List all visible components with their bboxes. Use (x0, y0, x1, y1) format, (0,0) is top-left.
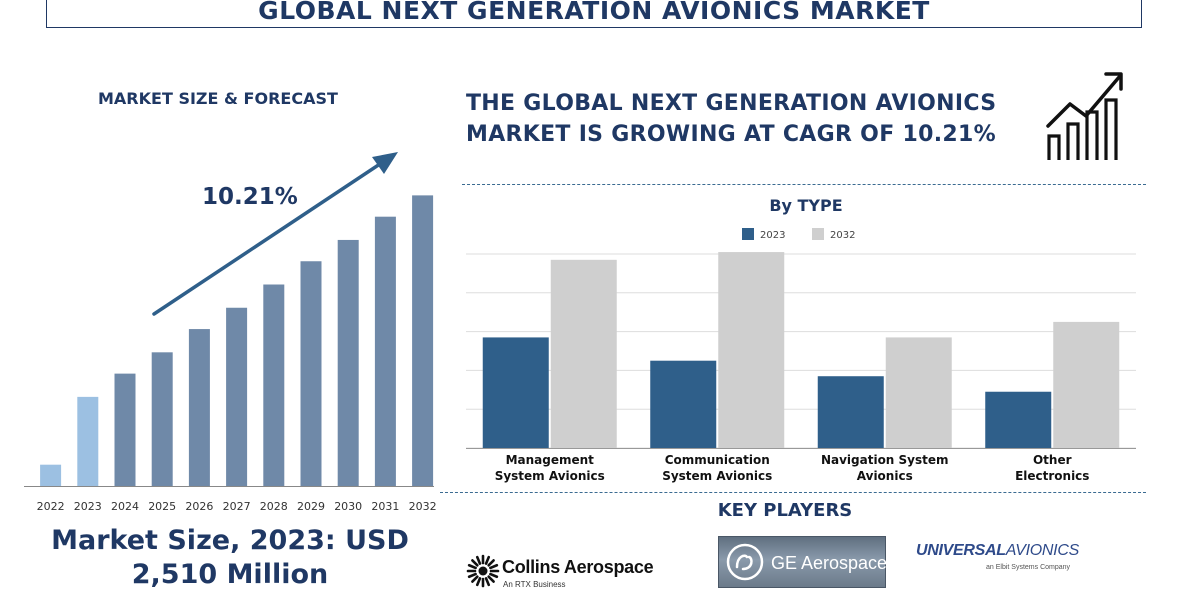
forecast-tick-2028: 2028 (260, 500, 288, 513)
forecast-bar-2030 (337, 239, 359, 486)
type-bar-2032-4 (1053, 321, 1120, 448)
ge-name: GE Aerospace (771, 553, 888, 573)
ge-aerospace-logo: GE Aerospace (718, 536, 888, 588)
forecast-tick-2029: 2029 (297, 500, 325, 513)
market-forecast-chart: 2022 2023 2024 2025 2026 2027 2028 2029 2030 2031… (24, 152, 437, 513)
legend-label-2023: 2023 (760, 230, 785, 241)
type-bar-2032-1 (550, 259, 617, 448)
forecast-bar-2028 (263, 284, 285, 486)
forecast-tick-2027: 2027 (223, 500, 251, 513)
forecast-tick-2032: 2032 (409, 500, 437, 513)
market-size-line-2: 2,510 Million (131, 559, 329, 590)
type-category-label-1: Management System Avionics (495, 453, 605, 483)
type-bar-2023-2 (650, 360, 717, 448)
growth-chart-icon (1046, 72, 1123, 160)
legend-swatch-2032 (812, 228, 824, 240)
type-bar-2023-1 (482, 337, 549, 448)
forecast-bar-2022 (40, 464, 62, 486)
title-box: GLOBAL NEXT GENERATION AVIONICS MARKET (46, 0, 1142, 28)
type-category-label-2: Communication System Avionics (662, 453, 772, 483)
key-players-heading: KEY PLAYERS (717, 500, 853, 521)
forecast-bar-2025 (151, 352, 173, 486)
divider-top (462, 184, 1146, 185)
market-size-heading: MARKET SIZE & FORECAST (98, 89, 338, 108)
legend-swatch-2023 (742, 228, 754, 240)
forecast-bar-2031 (374, 216, 396, 486)
forecast-tick-2022: 2022 (37, 500, 65, 513)
by-type-chart: 2023 2032 Management System Avionics Communi… (466, 228, 1136, 483)
market-size-text: Market Size, 2023: USD 2,510 Million (20, 524, 440, 592)
forecast-bar-2024 (114, 373, 136, 486)
trend-arrow-icon (152, 158, 388, 316)
page-title: GLOBAL NEXT GENERATION AVIONICS MARKET (258, 0, 930, 25)
type-bar-2023-3 (817, 376, 884, 448)
universal-thin: AVIONICS (1005, 542, 1079, 559)
forecast-tick-2023: 2023 (74, 500, 102, 513)
forecast-tick-2025: 2025 (148, 500, 176, 513)
cagr-annotation: 10.21% (202, 184, 298, 210)
forecast-bar-2026 (188, 329, 210, 486)
by-type-title: By TYPE (769, 196, 843, 215)
forecast-tick-2026: 2026 (185, 500, 213, 513)
universal-avionics-logo: UNIVERSALAVIONICS an Elbit Systems Compa… (916, 542, 1086, 578)
trend-arrowhead (372, 152, 398, 174)
type-bar-2032-2 (718, 252, 785, 448)
collins-tagline: An RTX Business (503, 580, 566, 589)
type-bar-2032-3 (885, 337, 952, 448)
forecast-bar-2027 (226, 307, 248, 486)
forecast-bar-2023 (77, 396, 99, 486)
forecast-tick-2031: 2031 (371, 500, 399, 513)
forecast-bar-2032 (412, 195, 434, 486)
type-bar-2023-4 (985, 391, 1052, 448)
ge-monogram-icon (726, 543, 764, 581)
universal-tagline: an Elbit Systems Company (986, 564, 1071, 571)
forecast-tick-2030: 2030 (334, 500, 362, 513)
collins-name: Collins Aerospace (502, 557, 654, 577)
universal-bold: UNIVERSAL (916, 542, 1006, 559)
divider-bottom (440, 492, 1146, 493)
collins-logo-icon (466, 554, 500, 588)
type-category-label-3: Navigation System Avionics (821, 453, 949, 483)
forecast-bar-2029 (300, 261, 322, 486)
universal-wordmark: UNIVERSALAVIONICS (916, 542, 1079, 560)
market-size-line-1: Market Size, 2023: USD (51, 525, 409, 556)
type-category-label-4: Other Electronics (1015, 453, 1089, 483)
legend-label-2032: 2032 (830, 230, 855, 241)
collins-aerospace-logo: Collins Aerospace An RTX Business (466, 551, 676, 591)
forecast-tick-2024: 2024 (111, 500, 139, 513)
cagr-headline: THE GLOBAL NEXT GENERATION AVIONICS MARK… (466, 91, 997, 147)
